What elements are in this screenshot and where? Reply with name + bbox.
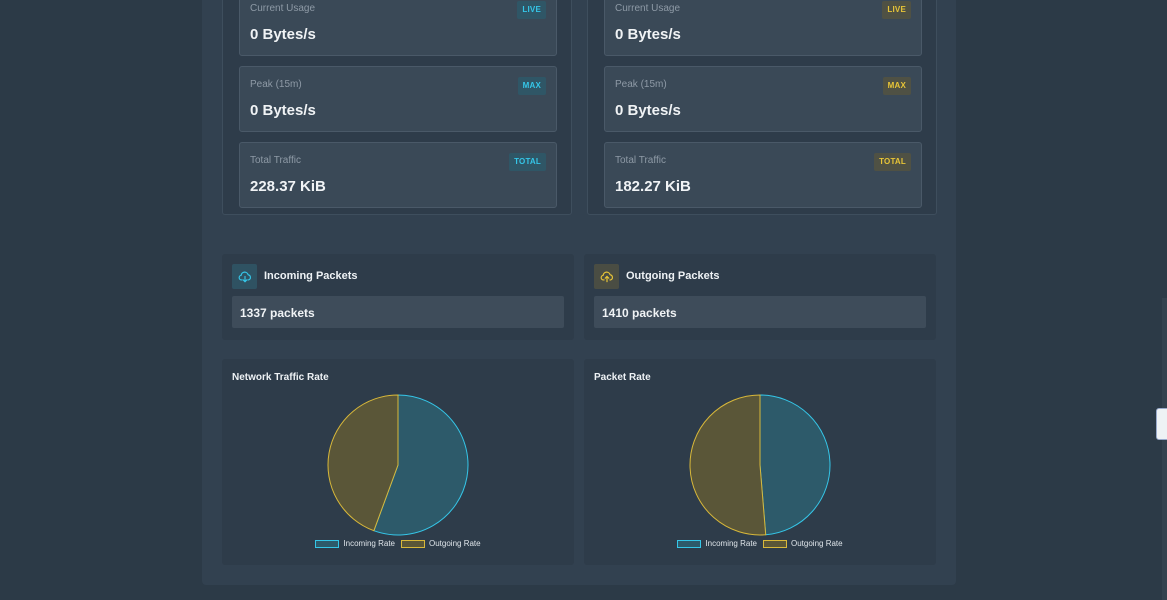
network-traffic-rate-chart: Network Traffic Rate Incoming Rate Outgo… [222,359,574,565]
chart-title: Packet Rate [594,372,651,383]
stat-value: 0 Bytes/s [615,102,681,119]
stat-label: Peak (15m) [615,79,667,90]
outgoing-packets-title: Outgoing Packets [626,270,720,282]
pie-chart [689,394,831,536]
legend-item-incoming[interactable]: Incoming Rate [315,539,395,548]
stat-label: Current Usage [250,3,316,14]
incoming-peak-card: Peak (15m) 0 Bytes/s MAX [239,66,557,132]
incoming-stats-panel: Current Usage 0 Bytes/s LIVE Peak (15m) … [222,0,572,215]
legend-label: Outgoing Rate [791,539,843,548]
legend-label: Outgoing Rate [429,539,481,548]
legend-swatch [763,539,787,548]
cloud-upload-icon [594,264,619,289]
legend-item-outgoing[interactable]: Outgoing Rate [401,539,481,548]
pie-slice-incoming-rate[interactable] [373,394,469,536]
stat-value: 228.37 KiB [250,178,326,195]
stat-value: 182.27 KiB [615,178,691,195]
incoming-packets-box: 1337 packets [232,296,564,328]
scrollbar[interactable] [1162,298,1167,600]
chart-legend: Incoming Rate Outgoing Rate [584,539,936,548]
incoming-packets-value: 1337 packets [240,306,315,320]
stat-label: Current Usage [615,3,681,14]
total-badge: TOTAL [874,153,911,171]
incoming-packets-panel: Incoming Packets 1337 packets [222,254,574,340]
chart-legend: Incoming Rate Outgoing Rate [222,539,574,548]
incoming-packets-title: Incoming Packets [264,270,358,282]
outgoing-packets-value: 1410 packets [602,306,677,320]
stat-label: Peak (15m) [250,79,302,90]
pie-slice-incoming-rate[interactable] [759,394,831,536]
max-badge: MAX [517,77,546,95]
outgoing-current-usage-card: Current Usage 0 Bytes/s LIVE [604,0,922,56]
legend-item-outgoing[interactable]: Outgoing Rate [763,539,843,548]
cloud-download-icon [232,264,257,289]
total-badge: TOTAL [509,153,546,171]
max-badge: MAX [882,77,911,95]
outgoing-packets-panel: Outgoing Packets 1410 packets [584,254,936,340]
outgoing-packets-box: 1410 packets [594,296,926,328]
stat-label: Total Traffic [615,155,666,166]
stat-label: Total Traffic [250,155,301,166]
legend-label: Incoming Rate [705,539,757,548]
packet-rate-chart: Packet Rate Incoming Rate Outgoing Rate [584,359,936,565]
outgoing-total-card: Total Traffic 182.27 KiB TOTAL [604,142,922,208]
legend-label: Incoming Rate [343,539,395,548]
legend-swatch [677,539,702,548]
pie-slice-outgoing-rate[interactable] [327,394,399,532]
stat-value: 0 Bytes/s [250,26,316,43]
live-badge: LIVE [882,1,911,19]
pie-slice-outgoing-rate[interactable] [689,394,767,536]
chart-title: Network Traffic Rate [232,372,329,383]
incoming-current-usage-card: Current Usage 0 Bytes/s LIVE [239,0,557,56]
pie-chart [327,394,469,536]
outgoing-stats-panel: Current Usage 0 Bytes/s LIVE Peak (15m) … [587,0,937,215]
stat-value: 0 Bytes/s [250,102,316,119]
floating-widget-button[interactable] [1156,408,1167,440]
legend-item-incoming[interactable]: Incoming Rate [677,539,757,548]
outgoing-peak-card: Peak (15m) 0 Bytes/s MAX [604,66,922,132]
incoming-total-card: Total Traffic 228.37 KiB TOTAL [239,142,557,208]
stat-value: 0 Bytes/s [615,26,681,43]
legend-swatch [315,539,340,548]
legend-swatch [401,539,425,548]
live-badge: LIVE [517,1,546,19]
